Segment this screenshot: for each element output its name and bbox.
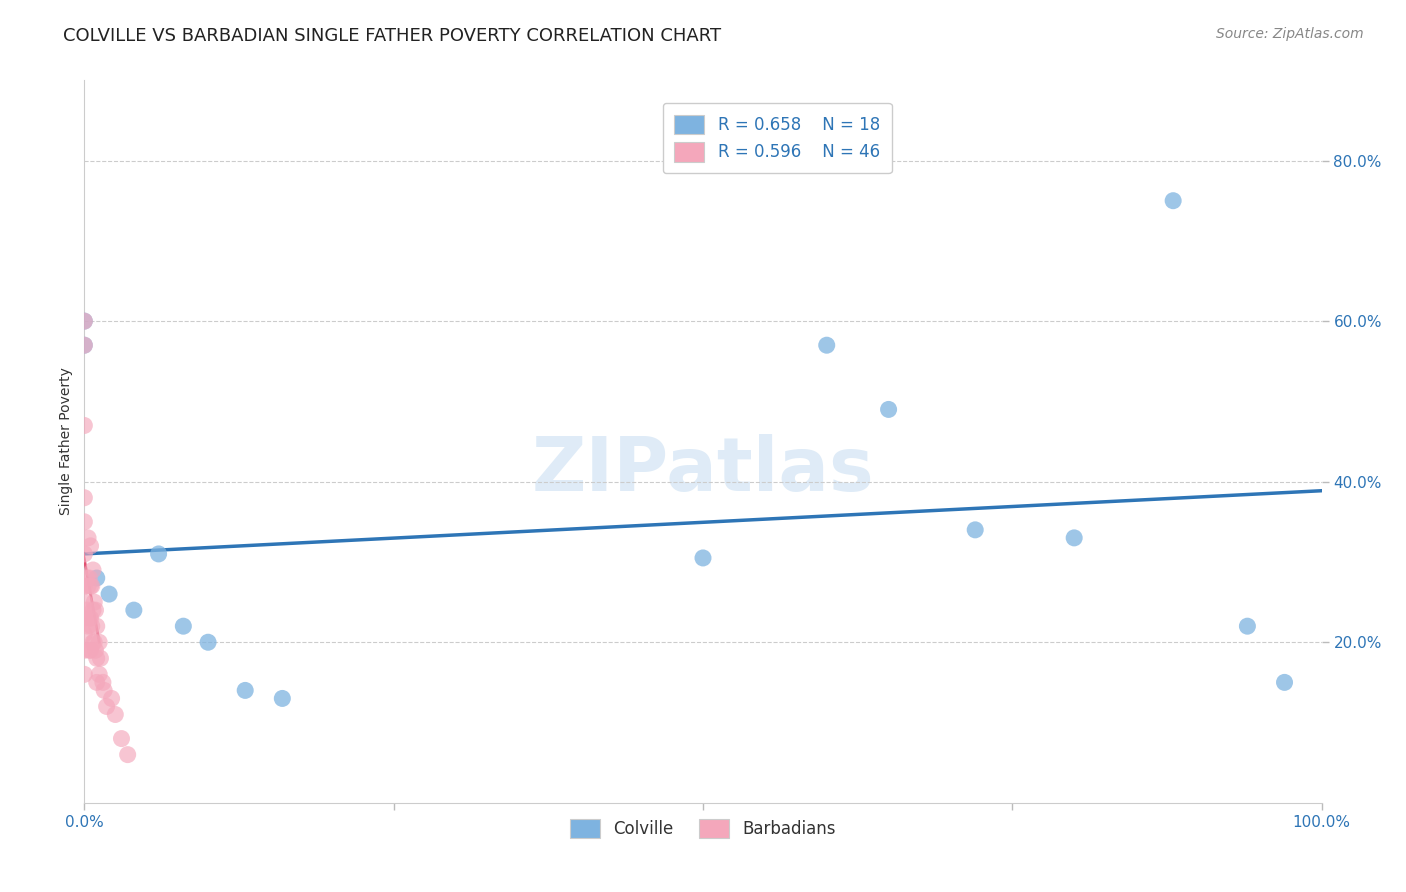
Point [83,595,105,609]
Point [73,595,96,609]
Point [84,643,107,657]
Point [76,571,98,585]
Point [73,491,96,505]
Point [98,587,121,601]
Point [77,531,100,545]
Point [89,651,111,665]
Point [172,619,194,633]
Point [73,418,96,433]
Point [1274,675,1296,690]
Point [82,563,104,577]
Point [82,603,104,617]
Point [80,579,103,593]
Point [93,683,115,698]
Point [77,579,100,593]
Point [80,619,103,633]
Point [965,523,987,537]
Text: Source: ZipAtlas.com: Source: ZipAtlas.com [1216,27,1364,41]
Point [110,731,132,746]
Point [89,667,111,681]
Point [86,675,108,690]
Point [79,571,101,585]
Point [815,338,838,352]
Text: COLVILLE VS BARBADIAN SINGLE FATHER POVERTY CORRELATION CHART: COLVILLE VS BARBADIAN SINGLE FATHER POVE… [63,27,721,45]
Point [233,683,256,698]
Point [692,550,714,566]
Point [79,579,101,593]
Point [122,603,145,617]
Point [73,643,96,657]
Point [96,699,118,714]
Point [73,627,96,641]
Point [271,691,294,706]
Point [79,539,101,553]
Point [73,547,96,561]
Point [877,402,900,417]
Point [86,571,108,585]
Point [117,747,139,762]
Point [76,603,98,617]
Point [79,643,101,657]
Point [77,619,100,633]
Point [197,635,219,649]
Point [73,515,96,529]
Point [73,338,96,352]
Point [148,547,170,561]
Point [73,611,96,625]
Point [89,635,111,649]
Point [73,667,96,681]
Y-axis label: Single Father Poverty: Single Father Poverty [59,368,73,516]
Point [84,603,107,617]
Point [79,643,101,657]
Point [91,675,114,690]
Point [82,635,104,649]
Point [86,651,108,665]
Point [83,635,105,649]
Point [104,707,127,722]
Point [79,611,101,625]
Point [73,579,96,593]
Point [79,611,101,625]
Point [73,338,96,352]
Point [73,314,96,328]
Point [1063,531,1085,545]
Point [1161,194,1184,208]
Point [73,314,96,328]
Point [100,691,122,706]
Text: ZIPatlas: ZIPatlas [531,434,875,507]
Point [86,619,108,633]
Legend: Colville, Barbadians: Colville, Barbadians [564,813,842,845]
Point [1236,619,1258,633]
